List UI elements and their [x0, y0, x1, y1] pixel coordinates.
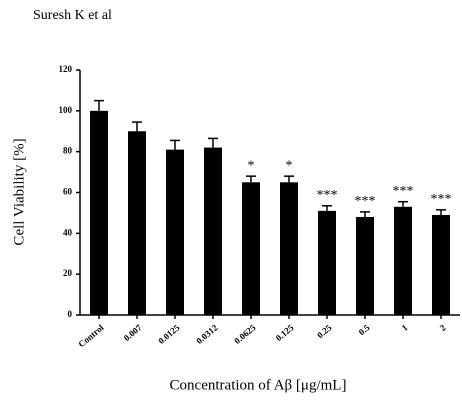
- significance: ***: [431, 192, 452, 207]
- y-tick-label: 80: [63, 146, 73, 156]
- author: Suresh K et al: [33, 8, 112, 23]
- y-tick-label: 120: [59, 64, 73, 74]
- significance: *: [248, 158, 255, 173]
- bar: [394, 206, 412, 315]
- x-tick-label: 0.007: [122, 322, 144, 343]
- bar: [356, 217, 374, 315]
- x-tick-label: 2: [438, 322, 448, 333]
- x-tick-label: 0.125: [274, 322, 296, 343]
- x-tick-label: 0.5: [357, 322, 372, 337]
- significance: ***: [355, 194, 376, 209]
- x-tick-label: 0.25: [315, 322, 334, 340]
- y-tick-label: 40: [63, 227, 73, 237]
- x-tick-label: 0.0125: [156, 322, 182, 346]
- significance: ***: [393, 184, 414, 199]
- significance: *: [286, 158, 293, 173]
- y-axis-title: Cell Viability [%]: [11, 138, 27, 245]
- y-tick-label: 20: [63, 268, 73, 278]
- bar: [432, 214, 450, 315]
- x-tick-label: 0.0312: [194, 322, 220, 346]
- x-tick-label: 1: [400, 322, 410, 333]
- significance: ***: [317, 188, 338, 203]
- bar: [166, 149, 184, 315]
- bar: [128, 131, 146, 315]
- bar: [242, 182, 260, 315]
- y-tick-label: 0: [68, 309, 73, 319]
- bar: [204, 147, 222, 315]
- bar: [318, 210, 336, 315]
- x-axis-title: Concentration of Aβ [μg/mL]: [170, 377, 347, 393]
- bar: [90, 110, 108, 315]
- x-tick-label: Control: [76, 322, 106, 349]
- x-tick-label: 0.0625: [232, 322, 258, 346]
- y-tick-label: 60: [63, 187, 73, 197]
- bar: [280, 182, 298, 315]
- y-tick-label: 100: [59, 105, 73, 115]
